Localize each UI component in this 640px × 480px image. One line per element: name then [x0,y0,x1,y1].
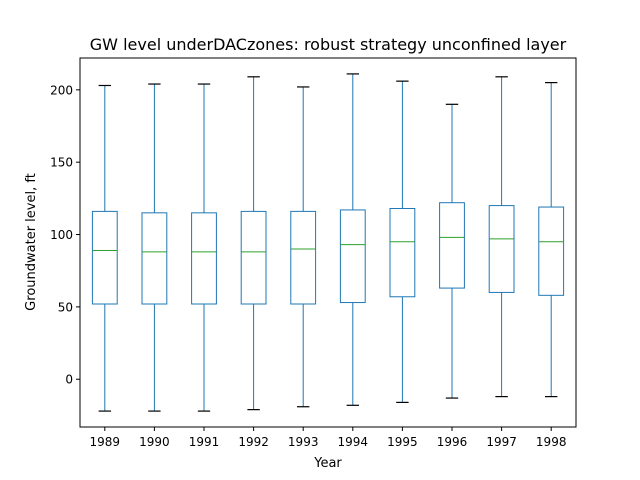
box-group-1989 [91,84,118,412]
x-tick-label: 1989 [90,435,121,449]
y-tick-label: 150 [50,156,73,170]
box [91,210,118,305]
box-group-1994 [339,73,366,406]
box-group-1992 [240,76,267,411]
box-group-1998 [538,81,565,398]
x-tick-label: 1994 [338,435,369,449]
plot-frame [79,57,577,428]
y-tick-label: 200 [50,83,73,97]
box [439,202,465,289]
box [389,207,416,298]
y-tick-label: 50 [58,300,73,314]
box-group-1991 [191,83,217,412]
x-tick-label: 1995 [387,435,418,449]
y-tick-label: 100 [50,228,73,242]
box [240,210,267,305]
box-group-1990 [141,83,168,412]
box [538,206,565,296]
box-group-1996 [439,103,465,399]
x-tick-label: 1997 [486,435,517,449]
x-axis-label: Year [313,456,342,471]
box-group-1993 [290,86,317,408]
x-axis: 1989 1990 1991 1992 1993 1994 1995 1996 1997 1998 [90,427,567,449]
y-axis: 0 50 100 150 200 [50,83,80,387]
x-tick-label: 1996 [437,435,468,449]
chart-title: GW level underDACzones: robust strategy … [90,35,567,54]
plot-marks [91,73,565,412]
box [191,212,217,305]
y-tick-label: 0 [65,373,73,387]
x-tick-label: 1991 [189,435,220,449]
x-tick-label: 1990 [139,435,170,449]
y-axis-label: Groundwater level, ft [24,173,39,311]
x-tick-label: 1998 [536,435,567,449]
box-group-1997 [488,76,515,398]
box [339,209,366,304]
box [290,210,317,305]
box [488,205,515,293]
box [141,212,168,305]
x-tick-label: 1992 [238,435,269,449]
x-tick-label: 1993 [288,435,319,449]
box-group-1995 [389,80,416,403]
